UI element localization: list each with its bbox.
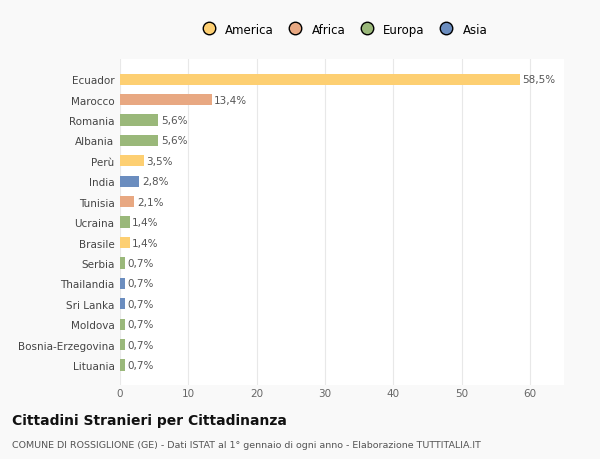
Bar xyxy=(120,258,125,269)
Bar xyxy=(120,115,158,126)
Bar xyxy=(120,237,130,249)
Bar xyxy=(120,196,134,208)
Text: 13,4%: 13,4% xyxy=(214,95,247,106)
Text: 0,7%: 0,7% xyxy=(128,258,154,269)
Legend: America, Africa, Europa, Asia: America, Africa, Europa, Asia xyxy=(193,20,491,40)
Text: 2,1%: 2,1% xyxy=(137,197,164,207)
Bar xyxy=(120,359,125,371)
Text: 5,6%: 5,6% xyxy=(161,136,187,146)
Text: 0,7%: 0,7% xyxy=(128,279,154,289)
Bar xyxy=(120,95,212,106)
Text: 58,5%: 58,5% xyxy=(523,75,556,85)
Text: COMUNE DI ROSSIGLIONE (GE) - Dati ISTAT al 1° gennaio di ogni anno - Elaborazion: COMUNE DI ROSSIGLIONE (GE) - Dati ISTAT … xyxy=(12,441,481,449)
Bar xyxy=(120,156,144,167)
Bar xyxy=(120,176,139,187)
Text: 1,4%: 1,4% xyxy=(132,238,159,248)
Bar xyxy=(120,319,125,330)
Text: 0,7%: 0,7% xyxy=(128,319,154,330)
Text: 5,6%: 5,6% xyxy=(161,116,187,126)
Text: 0,7%: 0,7% xyxy=(128,340,154,350)
Text: 3,5%: 3,5% xyxy=(146,157,173,167)
Text: 1,4%: 1,4% xyxy=(132,218,159,228)
Bar xyxy=(120,217,130,228)
Bar xyxy=(120,74,520,86)
Text: Cittadini Stranieri per Cittadinanza: Cittadini Stranieri per Cittadinanza xyxy=(12,414,287,428)
Bar xyxy=(120,135,158,147)
Text: 2,8%: 2,8% xyxy=(142,177,169,187)
Text: 0,7%: 0,7% xyxy=(128,299,154,309)
Bar xyxy=(120,278,125,289)
Text: 0,7%: 0,7% xyxy=(128,360,154,370)
Bar xyxy=(120,298,125,310)
Bar xyxy=(120,339,125,350)
